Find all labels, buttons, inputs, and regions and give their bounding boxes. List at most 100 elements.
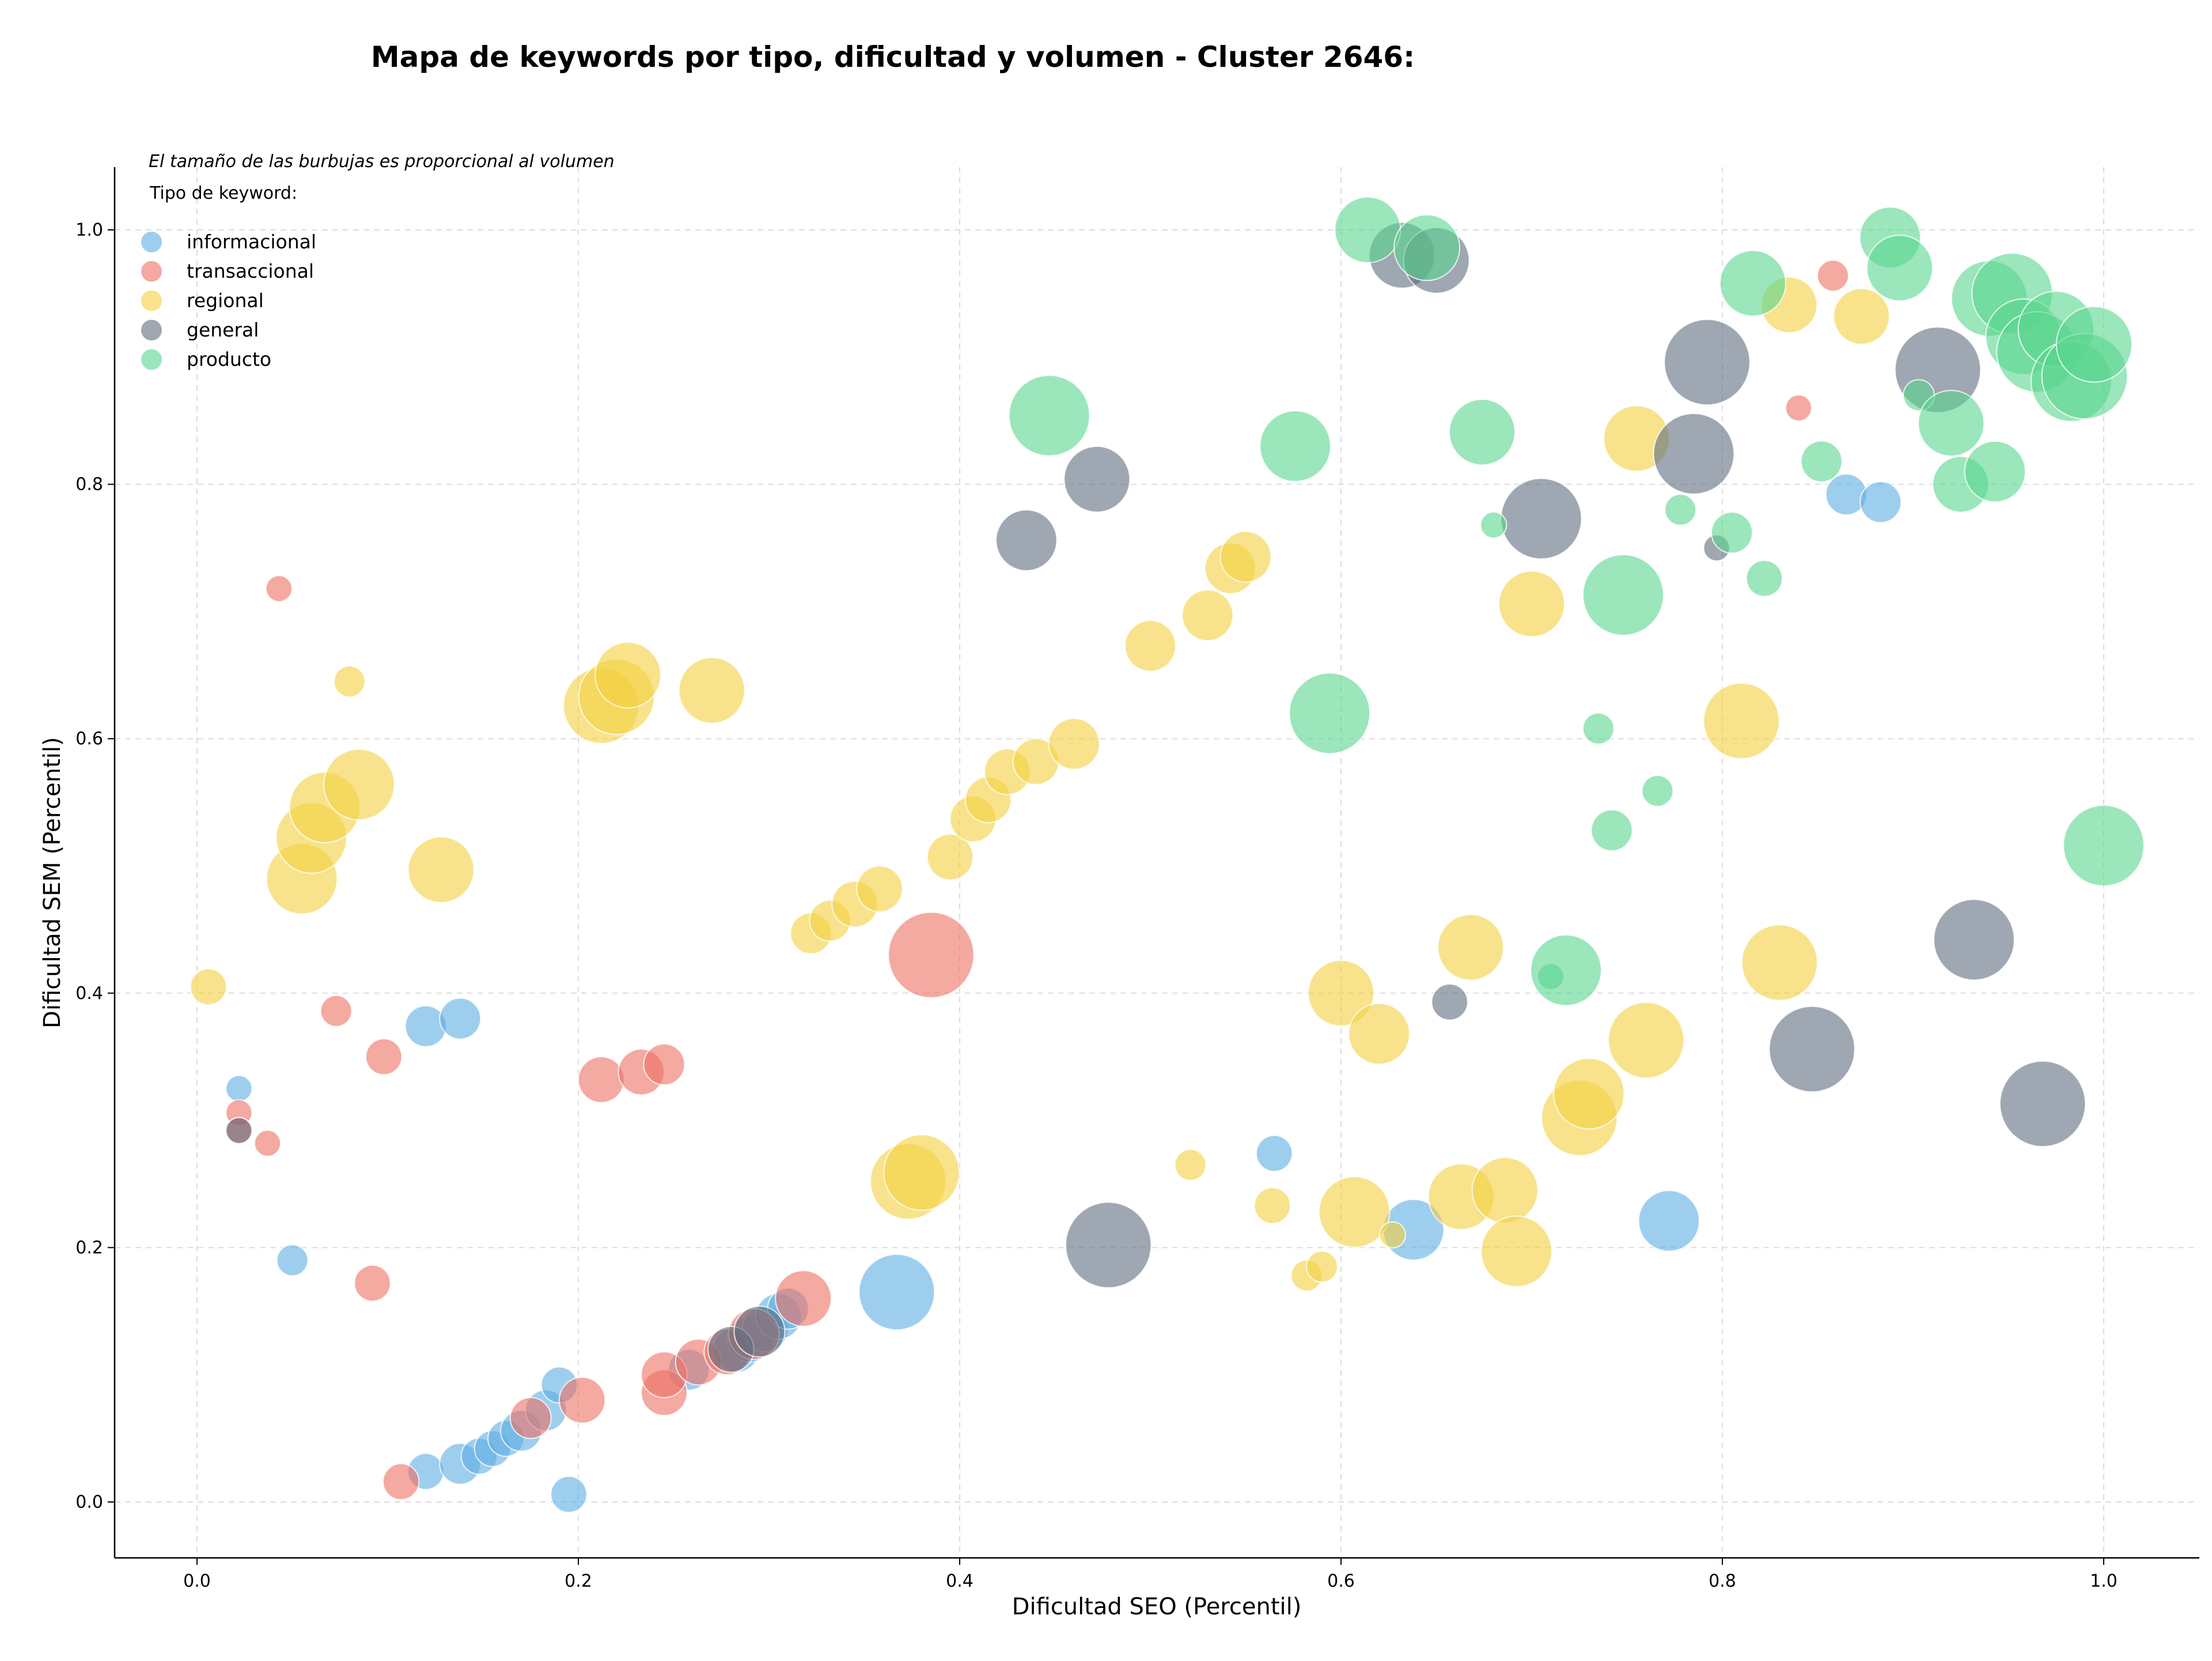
bubble-producto: [1448, 399, 1516, 466]
bubble-transaccional: [775, 1270, 832, 1327]
bubble-producto: [1711, 512, 1753, 554]
bubble-producto: [1918, 389, 1985, 457]
bubble-regional: [1471, 1157, 1539, 1224]
x-tick-label: 0.0: [183, 1571, 211, 1591]
x-tick-label: 1.0: [2090, 1571, 2118, 1591]
bubble-general: [733, 1306, 786, 1358]
bubble-regional: [1348, 1002, 1410, 1065]
bubble-regional: [1553, 1057, 1625, 1130]
bubble-regional: [1741, 924, 1818, 1001]
bubble-transaccional: [577, 1056, 625, 1103]
bubble-general: [1653, 413, 1735, 495]
bubble-transaccional: [382, 1463, 420, 1500]
legend-title: Tipo de keyword:: [149, 183, 297, 203]
bubble-producto: [1530, 934, 1602, 1007]
bubble-informacional: [276, 1244, 309, 1277]
y-axis-label: Dificultad SEM (Percentil): [39, 737, 66, 1028]
bubble-transaccional: [354, 1265, 391, 1302]
ticks: 0.0 0.2 0.4 0.6 0.8 1.0 0.0 0.2 0.4 0.6 0.8 1.0: [75, 220, 2118, 1591]
legend-label-informacional: informacional: [187, 230, 316, 253]
grid: [115, 167, 2199, 1558]
bubble-regional: [1174, 1148, 1207, 1181]
bubble-general: [1063, 445, 1131, 513]
bubble-regional: [407, 836, 475, 903]
bubble-informacional: [550, 1475, 588, 1513]
bubble-producto: [1393, 214, 1460, 281]
bubble-regional: [678, 657, 745, 724]
y-tick-label: 0.6: [75, 729, 103, 749]
bubble-informacional: [404, 1005, 447, 1047]
legend-label-producto: producto: [187, 348, 271, 370]
bubble-producto: [1582, 712, 1615, 745]
bubble-regional: [190, 968, 228, 1005]
bubble-regional: [1703, 682, 1780, 759]
bubble-regional: [1498, 570, 1565, 638]
bubble-producto: [1590, 809, 1633, 852]
legend: informacional transaccional regional genera…: [141, 230, 316, 370]
bubble-regional: [1124, 619, 1177, 672]
y-tick-label: 0.2: [75, 1238, 103, 1258]
bubble-transaccional: [1817, 259, 1849, 292]
legend-label-regional: regional: [187, 289, 264, 312]
legend-label-general: general: [187, 319, 259, 341]
x-axis-label: Dificultad SEO (Percentil): [1012, 1594, 1302, 1620]
bubble-general: [1933, 899, 2015, 981]
bubble-regional: [1253, 1187, 1291, 1224]
bubble-regional: [1833, 287, 1891, 345]
bubble-regional: [1181, 589, 1234, 642]
bubble-producto: [1641, 774, 1674, 807]
bubble-general: [1664, 319, 1751, 406]
bubble-general: [1065, 1201, 1152, 1289]
x-tick-label: 0.4: [946, 1571, 974, 1591]
bubble-transaccional: [558, 1376, 606, 1424]
bubble-producto: [1964, 440, 2027, 503]
bubble-general: [1768, 1005, 1855, 1093]
bubble-producto: [1664, 493, 1697, 526]
bubble-transaccional: [365, 1038, 403, 1076]
bubble-regional: [1219, 531, 1272, 583]
bubble-regional: [1306, 1250, 1338, 1283]
bubble-producto: [1259, 410, 1331, 482]
bubble-producto: [1800, 440, 1843, 483]
bubble-regional: [883, 1134, 960, 1211]
bubble-regional: [926, 833, 974, 881]
bubble-general: [1431, 983, 1468, 1021]
bubble-regional: [333, 665, 366, 698]
bubble-regional: [594, 641, 662, 709]
bubble-regional: [1308, 959, 1374, 1027]
bubble-informacional: [439, 997, 482, 1040]
bubble-regional: [323, 748, 395, 820]
bubble-regional: [856, 865, 903, 913]
bubble-transaccional: [888, 911, 975, 998]
bubble-regional: [1048, 717, 1100, 770]
bubble-regional: [1480, 1215, 1552, 1288]
chart-title: Mapa de keywords por tipo, dificultad y …: [371, 40, 1415, 74]
bubble-transaccional: [1785, 394, 1812, 422]
bubble-informacional: [1255, 1134, 1293, 1172]
bubble-producto: [1866, 234, 1933, 302]
bubble-transaccional: [643, 1043, 685, 1085]
bubble-informacional: [1859, 481, 1902, 524]
bubble-regional: [1318, 1176, 1391, 1248]
bubble-regional: [1437, 914, 1505, 981]
x-tick-label: 0.2: [565, 1571, 592, 1591]
bubble-producto: [1008, 374, 1090, 457]
size-note: El tamaño de las burbujas es proporciona…: [149, 152, 615, 172]
legend-marker-general: [141, 320, 162, 340]
bubble-regional: [1378, 1221, 1406, 1248]
bubble-producto: [1289, 672, 1371, 754]
bubble-producto: [2055, 306, 2133, 383]
legend-marker-producto: [141, 349, 162, 370]
bubble-producto: [1480, 511, 1508, 539]
bubble-informacional: [1825, 473, 1868, 516]
legend-label-transaccional: transaccional: [187, 260, 314, 282]
bubble-producto: [1719, 249, 1786, 317]
y-tick-label: 0.4: [75, 983, 103, 1004]
bubble-transaccional: [320, 994, 353, 1027]
bubble-general: [1999, 1060, 2086, 1148]
y-tick-label: 0.8: [75, 475, 103, 495]
x-tick-label: 0.8: [1709, 1571, 1736, 1591]
y-tick-label: 0.0: [75, 1492, 103, 1512]
legend-marker-transaccional: [141, 261, 162, 282]
